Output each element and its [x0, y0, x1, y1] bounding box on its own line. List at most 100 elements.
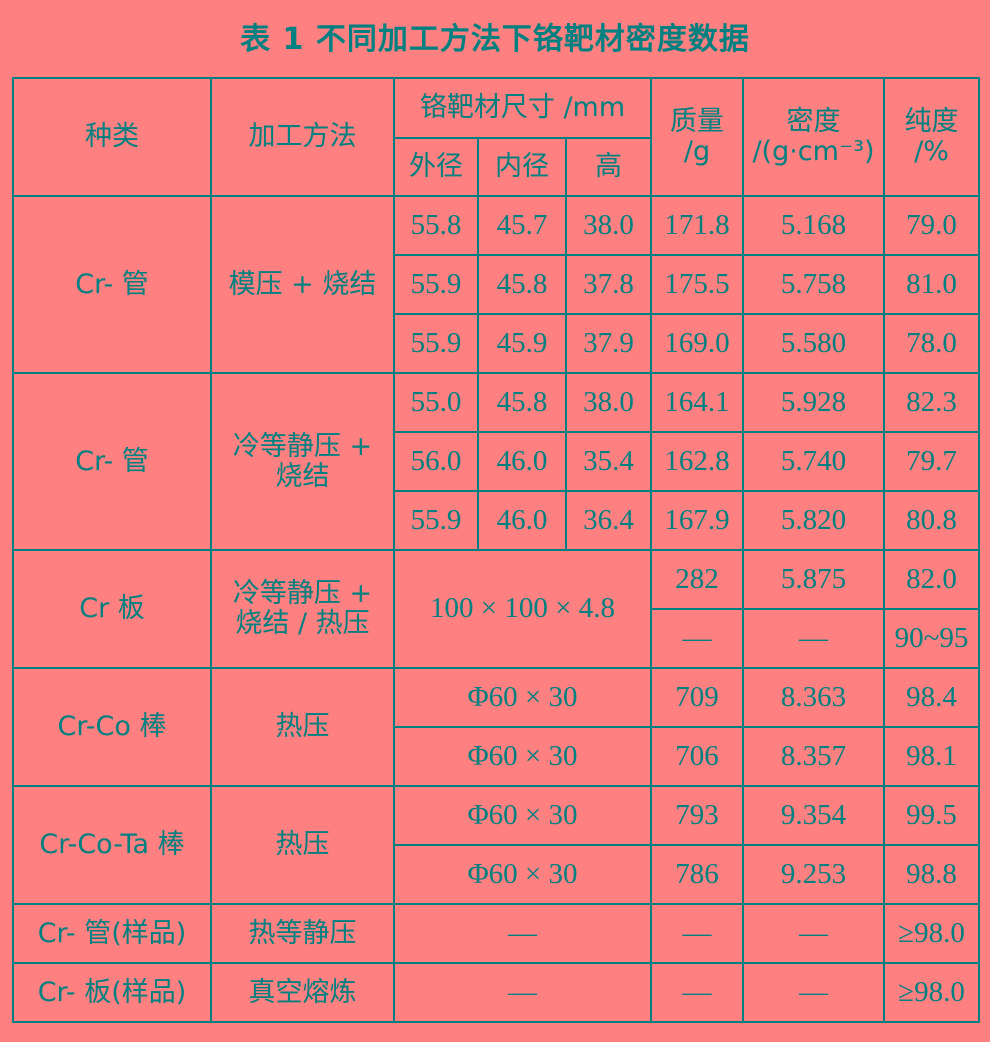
size-cell: —	[392, 962, 653, 1023]
cell: 55.9	[393, 313, 479, 374]
method-cell: 模压 + 烧结	[210, 195, 395, 374]
table-row: — — 90~95	[13, 608, 981, 669]
table-row: Cr-Co 棒 热压 Φ60 × 30 709 8.363 98.4	[12, 667, 981, 787]
cell: 8.363	[742, 667, 886, 728]
cell: 5.875	[742, 549, 886, 610]
size-cell: Φ60 × 30	[392, 726, 653, 787]
header-type: 种类	[12, 77, 212, 197]
cell: 55.8	[393, 195, 479, 256]
table-row: Cr 板 冷等静压 + 烧结 / 热压 100 × 100 × 4.8 282 …	[12, 549, 981, 669]
method-cell: 热压	[210, 785, 395, 905]
table-row: Cr- 管 模压 + 烧结 55.8 45.7 38.0 171.8 5.168…	[12, 195, 981, 374]
cell: —	[742, 903, 886, 964]
cell: 79.7	[883, 431, 981, 492]
cell: 99.5	[883, 785, 981, 846]
cell: 79.0	[883, 195, 981, 256]
cell: 45.7	[477, 195, 567, 256]
cell: 36.4	[564, 490, 653, 551]
cell: 5.740	[742, 431, 886, 492]
cell: 38.0	[564, 372, 653, 433]
cell: 162.8	[650, 431, 745, 492]
cell: 46.0	[477, 490, 567, 551]
cell: 37.8	[564, 254, 653, 315]
table-row: 56.0 46.0 35.4 162.8 5.740 79.7	[13, 431, 981, 492]
cell: —	[650, 962, 745, 1023]
cell: 5.820	[742, 490, 886, 551]
method-cell: 热等静压	[210, 903, 395, 964]
table-row: Cr- 管 冷等静压 + 烧结 55.0 45.8 38.0 164.1 5.9…	[12, 372, 981, 551]
cell: 9.354	[742, 785, 886, 846]
header-size: 铬靶材尺寸 /mm	[392, 77, 653, 139]
header-height: 高	[564, 137, 653, 197]
cell: 82.3	[883, 372, 981, 433]
header-row: 外径 内径 高	[13, 137, 979, 197]
cell: 90~95	[883, 608, 981, 669]
cell: 82.0	[883, 549, 981, 610]
header-inner: 内径	[477, 137, 567, 197]
type-cell: Cr-Co 棒	[12, 667, 212, 787]
header-purity: 纯度 /%	[883, 77, 981, 197]
table-title: 表 1 不同加工方法下铬靶材密度数据	[240, 22, 750, 57]
cell: —	[742, 608, 886, 669]
cell: 45.8	[477, 372, 567, 433]
type-cell: Cr-Co-Ta 棒	[12, 785, 212, 905]
size-cell: Φ60 × 30	[392, 785, 653, 846]
cell: 171.8	[650, 195, 745, 256]
cell: ≥98.0	[883, 903, 981, 964]
cell: 8.357	[742, 726, 886, 787]
cell: 5.168	[742, 195, 886, 256]
cell: 45.9	[477, 313, 567, 374]
density-table: 种类 加工方法 铬靶材尺寸 /mm 质量 /g 密度 /(g·cm⁻³) 纯度 …	[12, 77, 981, 1023]
cell: 98.1	[883, 726, 981, 787]
type-cell: Cr- 管(样品)	[12, 903, 212, 964]
table-row: Cr-Co-Ta 棒 热压 Φ60 × 30 793 9.354 99.5	[12, 785, 981, 905]
type-cell: Cr 板	[12, 549, 212, 669]
table-row: 55.9 46.0 36.4 167.9 5.820 80.8	[13, 490, 981, 551]
header-density: 密度 /(g·cm⁻³)	[742, 77, 886, 197]
cell: 169.0	[650, 313, 745, 374]
cell: 55.9	[393, 490, 479, 551]
method-cell: 冷等静压 + 烧结 / 热压	[210, 549, 395, 669]
cell: 35.4	[564, 431, 653, 492]
cell: 81.0	[883, 254, 981, 315]
cell: —	[742, 962, 886, 1023]
size-cell: 100 × 100 × 4.8	[392, 549, 653, 669]
cell: 706	[650, 726, 745, 787]
size-cell: Φ60 × 30	[392, 844, 653, 905]
type-cell: Cr- 管	[12, 195, 212, 374]
header-row: 种类 加工方法 铬靶材尺寸 /mm 质量 /g 密度 /(g·cm⁻³) 纯度 …	[12, 77, 981, 197]
method-cell: 冷等静压 + 烧结	[210, 372, 395, 551]
cell: 78.0	[883, 313, 981, 374]
cell: ≥98.0	[883, 962, 981, 1023]
type-cell: Cr- 板(样品)	[12, 962, 212, 1023]
cell: 793	[650, 785, 745, 846]
table-row: Cr- 管(样品) 热等静压 — — — ≥98.0	[12, 903, 981, 964]
cell: 55.9	[393, 254, 479, 315]
cell: 56.0	[393, 431, 479, 492]
cell: 46.0	[477, 431, 567, 492]
table-row: Φ60 × 30 706 8.357 98.1	[13, 726, 981, 787]
table-row: 55.9 45.9 37.9 169.0 5.580 78.0	[13, 313, 981, 374]
cell: 164.1	[650, 372, 745, 433]
cell: —	[650, 608, 745, 669]
cell: 9.253	[742, 844, 886, 905]
cell: 282	[650, 549, 745, 610]
cell: 5.928	[742, 372, 886, 433]
type-cell: Cr- 管	[12, 372, 212, 551]
cell: 45.8	[477, 254, 567, 315]
cell: 167.9	[650, 490, 745, 551]
cell: 786	[650, 844, 745, 905]
cell: 5.758	[742, 254, 886, 315]
cell: 98.4	[883, 667, 981, 728]
cell: —	[650, 903, 745, 964]
header-method: 加工方法	[210, 77, 395, 197]
method-cell: 真空熔炼	[210, 962, 395, 1023]
size-cell: Φ60 × 30	[392, 667, 653, 728]
table-row: 55.9 45.8 37.8 175.5 5.758 81.0	[13, 254, 981, 315]
cell: 98.8	[883, 844, 981, 905]
cell: 38.0	[564, 195, 653, 256]
table-row: Φ60 × 30 786 9.253 98.8	[13, 844, 981, 905]
header-mass: 质量 /g	[650, 77, 745, 197]
cell: 709	[650, 667, 745, 728]
header-outer: 外径	[393, 137, 479, 197]
